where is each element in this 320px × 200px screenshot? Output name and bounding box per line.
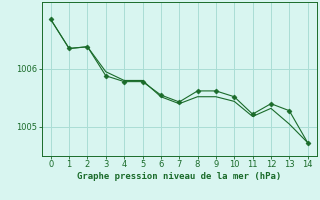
X-axis label: Graphe pression niveau de la mer (hPa): Graphe pression niveau de la mer (hPa) — [77, 172, 281, 181]
